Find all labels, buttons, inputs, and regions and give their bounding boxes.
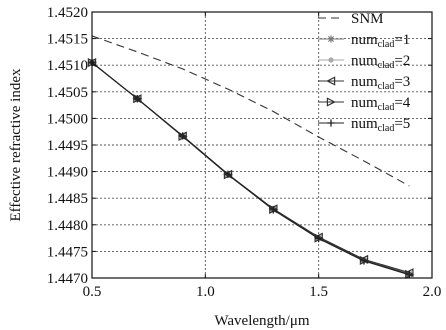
series-1 — [91, 35, 410, 187]
legend-item: numclad=4 — [318, 95, 411, 113]
y-tick-label: 1.4500 — [47, 111, 88, 127]
series-line — [91, 35, 410, 187]
legend-label-value: =1 — [394, 32, 410, 48]
y-tick-label: 1.4475 — [47, 244, 88, 260]
y-tick-label: 1.4520 — [47, 5, 88, 21]
legend-label: SNM — [351, 11, 384, 27]
legend-label-subscript: clad — [378, 123, 395, 134]
data-point — [405, 271, 413, 279]
legend-label-value: =3 — [394, 74, 410, 90]
y-tick-label: 1.4485 — [47, 191, 88, 207]
legend-label: numclad=2 — [351, 53, 410, 71]
legend-label: numclad=5 — [351, 116, 410, 134]
legend-label-main: SNM — [351, 11, 384, 27]
x-tick-label: 1.5 — [309, 284, 328, 300]
legend-label: numclad=3 — [351, 74, 410, 92]
y-tick-label: 1.4490 — [47, 165, 88, 181]
legend-label-main: num — [351, 116, 378, 132]
legend-label: numclad=1 — [351, 32, 410, 50]
data-point — [360, 257, 368, 265]
legend-label-value: =4 — [394, 95, 410, 111]
data-point — [326, 76, 336, 86]
data-point — [179, 132, 187, 140]
x-axis-label: Wavelength/μm — [214, 313, 309, 329]
data-point — [133, 95, 141, 103]
data-point — [315, 235, 323, 243]
legend-item: numclad=3 — [318, 74, 410, 92]
series-group — [87, 35, 415, 279]
series-6 — [88, 58, 413, 279]
y-tick-label: 1.4495 — [47, 138, 88, 154]
y-tick-label: 1.4505 — [47, 85, 88, 101]
y-axis-label: Effective refractive index — [8, 68, 24, 221]
data-point — [327, 35, 335, 43]
legend-label-subscript: clad — [378, 60, 395, 71]
axis-ticks: 1.4470 1.4475 1.4480 1.4485 1.4490 1.4495 1.45… — [47, 5, 442, 300]
y-tick-label: 1.4480 — [47, 218, 88, 234]
legend-item: SNM — [318, 11, 384, 27]
series-line — [91, 62, 410, 276]
y-tick-label: 1.4515 — [47, 32, 88, 48]
x-tick-label: 1.0 — [196, 284, 215, 300]
legend-item: numclad=2 — [318, 53, 410, 71]
data-point — [327, 119, 335, 127]
legend-item: numclad=1 — [318, 32, 410, 50]
x-tick-label: 0.5 — [83, 284, 102, 300]
legend-label: numclad=4 — [351, 95, 411, 113]
grid — [92, 12, 432, 278]
legend-item: numclad=5 — [318, 116, 410, 134]
legend-label-main: num — [351, 74, 378, 90]
legend-label-subscript: clad — [378, 102, 395, 113]
legend-label-main: num — [351, 95, 378, 111]
data-point — [326, 97, 336, 107]
legend: SNMnumclad=1numclad=2numclad=3numclad=4n… — [318, 11, 411, 134]
data-point — [269, 206, 277, 214]
legend-label-subscript: clad — [378, 39, 395, 50]
data-point — [328, 57, 334, 63]
y-tick-label: 1.4470 — [47, 271, 88, 287]
legend-label-subscript: clad — [378, 81, 395, 92]
legend-label-main: num — [351, 32, 378, 48]
y-tick-label: 1.4510 — [47, 58, 88, 74]
x-tick-label: 2.0 — [423, 284, 442, 300]
data-point — [224, 170, 232, 178]
legend-label-value: =5 — [394, 116, 410, 132]
legend-label-main: num — [351, 53, 378, 69]
legend-label-value: =2 — [394, 53, 410, 69]
